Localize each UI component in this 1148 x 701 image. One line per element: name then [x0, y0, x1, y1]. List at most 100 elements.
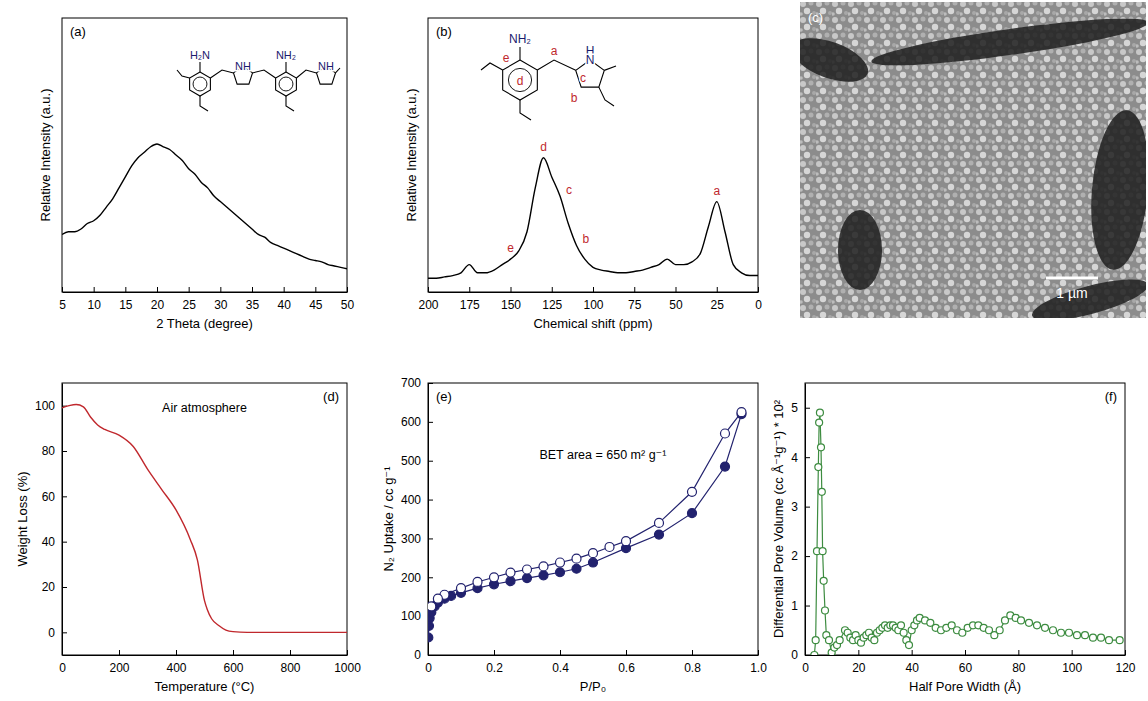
- annotation: Air atmosphere: [162, 401, 247, 415]
- tick-label: 30: [214, 298, 228, 312]
- tick: 20: [852, 650, 866, 675]
- axis-line: [429, 292, 759, 293]
- tick-mark: [62, 632, 67, 633]
- tick: 4: [791, 451, 810, 465]
- tick: 50: [341, 287, 355, 312]
- x-axis-title: P/P₀: [580, 679, 606, 694]
- tick-label: 2: [791, 549, 798, 563]
- tick-mark: [634, 287, 635, 292]
- x-axis: 020406080100120: [802, 650, 1136, 675]
- panel-label: (a): [70, 24, 86, 39]
- structure-label: c: [580, 71, 586, 85]
- bond: [520, 100, 531, 120]
- tick-label: 1.0: [750, 661, 767, 675]
- bond: [210, 70, 233, 78]
- structure-label: NH₂: [509, 32, 531, 46]
- tick-label: 500: [401, 454, 421, 468]
- data-point: [572, 564, 581, 573]
- annotation: BET area = 650 m² g⁻¹: [539, 448, 666, 462]
- bond: [599, 87, 614, 106]
- x-axis-title: 2 Theta (degree): [156, 316, 253, 331]
- tick: 300: [401, 532, 433, 546]
- tick-mark: [284, 287, 285, 292]
- bond: [537, 60, 575, 70]
- ring-inner: [508, 68, 531, 91]
- tick-mark: [511, 287, 512, 292]
- scale-bar: [1046, 277, 1098, 280]
- plot-area: [62, 144, 347, 269]
- tick-mark: [676, 287, 677, 292]
- data-point: [556, 568, 565, 577]
- bond: [604, 66, 616, 70]
- data-point: [818, 444, 825, 451]
- tick: 25: [711, 287, 725, 312]
- tick-label: 10: [87, 298, 101, 312]
- axis-line: [429, 655, 759, 656]
- tick-label: 80: [42, 444, 56, 458]
- panel-label: (d): [323, 389, 339, 404]
- plot-frame: [428, 18, 758, 292]
- tick: 80: [1012, 650, 1026, 675]
- tick-label: 25: [711, 298, 725, 312]
- data-point: [622, 537, 631, 546]
- tick-label: 125: [542, 298, 562, 312]
- ring: [503, 60, 538, 100]
- peak-label: b: [583, 232, 590, 246]
- y-axis-title: Relative Intensity (a.u.): [38, 89, 53, 222]
- tick: 600: [401, 415, 433, 429]
- ring: [190, 72, 211, 96]
- tick-label: 0: [59, 661, 66, 675]
- peak-label: d: [540, 140, 547, 154]
- data-point: [605, 542, 614, 551]
- data-point: [818, 488, 825, 495]
- tick-label: 200: [109, 661, 129, 675]
- tick: 60: [959, 650, 973, 675]
- tick-label: 200: [418, 298, 438, 312]
- axis-line: [63, 655, 348, 656]
- tick: 20: [151, 287, 165, 312]
- data-point: [473, 577, 482, 586]
- plot-frame: [428, 383, 758, 655]
- sem-image: [800, 2, 1146, 318]
- tick: 60: [42, 490, 67, 504]
- tick-label: 1000: [334, 661, 361, 675]
- data-point: [1018, 617, 1025, 624]
- tick-mark: [176, 650, 177, 655]
- tick-label: 100: [35, 399, 55, 413]
- data-line: [428, 158, 758, 279]
- tick: 120: [1115, 650, 1135, 675]
- data-point: [1106, 637, 1113, 644]
- tick: 175: [460, 287, 480, 312]
- data-point: [820, 577, 827, 584]
- data-point: [539, 571, 548, 580]
- panel: 51015202530354045502 Theta (degree)Relat…: [38, 18, 354, 331]
- tick: 800: [280, 650, 300, 675]
- y-axis: 020406080100: [35, 384, 67, 656]
- tick-label: 0.8: [684, 661, 701, 675]
- tick-label: 45: [309, 298, 323, 312]
- tick: 400: [166, 650, 186, 675]
- tick-label: 0: [791, 648, 798, 662]
- data-point: [589, 549, 598, 558]
- ring: [276, 72, 297, 96]
- tick-label: 5: [791, 401, 798, 415]
- tick-mark: [912, 650, 913, 655]
- tick-mark: [469, 287, 470, 292]
- tick: 80: [42, 444, 67, 458]
- data-line: [428, 414, 741, 637]
- figure: 51015202530354045502 Theta (degree)Relat…: [0, 0, 1148, 701]
- data-point: [539, 562, 548, 571]
- data-point: [737, 408, 746, 417]
- bond: [519, 47, 520, 60]
- data-point: [655, 518, 664, 527]
- tick: 1.0: [750, 650, 767, 675]
- x-axis: 5101520253035404550: [59, 287, 354, 312]
- tick: 30: [214, 287, 228, 312]
- tick-label: 0.2: [486, 661, 503, 675]
- tick-mark: [805, 606, 810, 607]
- tick-label: 1: [791, 599, 798, 613]
- structure: H₂NNHNH₂NH: [177, 49, 340, 111]
- data-point: [1058, 629, 1065, 636]
- tick-label: 50: [341, 298, 355, 312]
- tick-label: 800: [280, 661, 300, 675]
